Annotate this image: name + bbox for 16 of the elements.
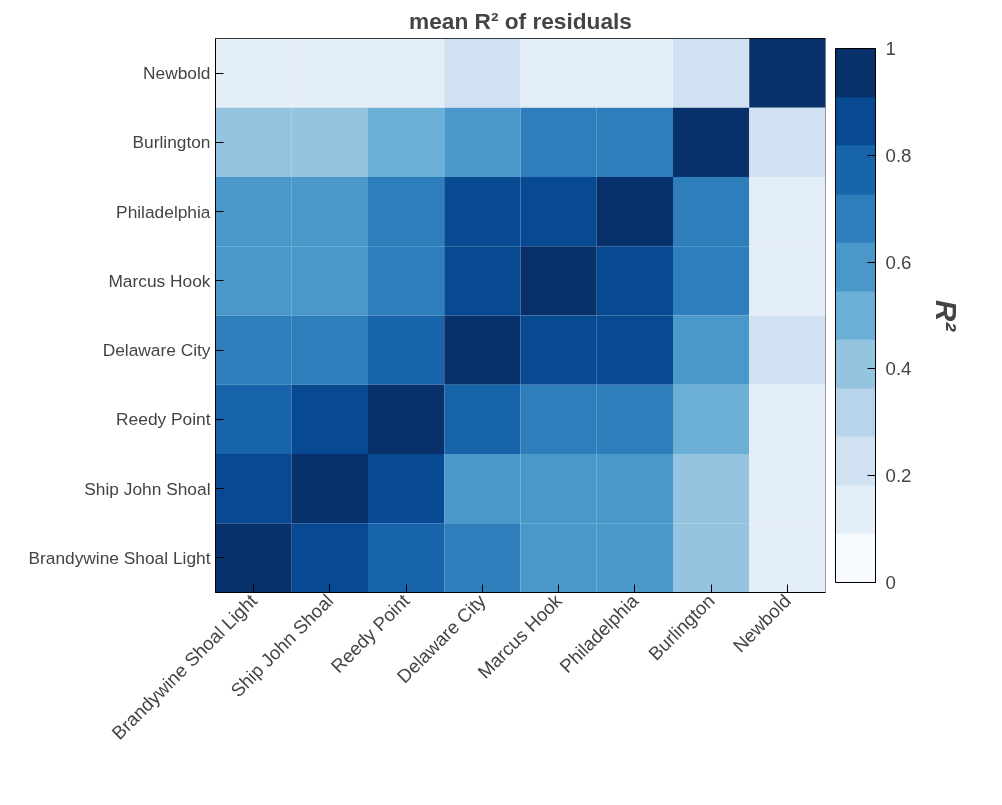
color-bar-label: 0.6: [885, 251, 912, 273]
color-bar-title: R²: [929, 300, 963, 333]
chart-title: mean R² of residuals: [409, 7, 632, 34]
color-bar-label: 1: [885, 38, 896, 59]
y-tick-label: Delaware City: [102, 340, 211, 361]
y-tick-label: Ship John Shoal: [84, 478, 211, 499]
color-bar-label: 0.2: [885, 465, 912, 487]
color-bar-label: 0: [885, 572, 896, 593]
color-bar-label: 0.4: [885, 358, 912, 380]
color-bar-label: 0.8: [885, 144, 912, 166]
y-tick-label: Newbold: [143, 63, 211, 84]
y-tick-label: Philadelphia: [116, 201, 211, 222]
y-tick-label: Reedy Point: [116, 409, 211, 430]
y-tick-label: Burlington: [132, 132, 211, 153]
y-tick-label: Marcus Hook: [108, 270, 211, 291]
y-tick-label: Brandywine Shoal Light: [28, 547, 211, 568]
